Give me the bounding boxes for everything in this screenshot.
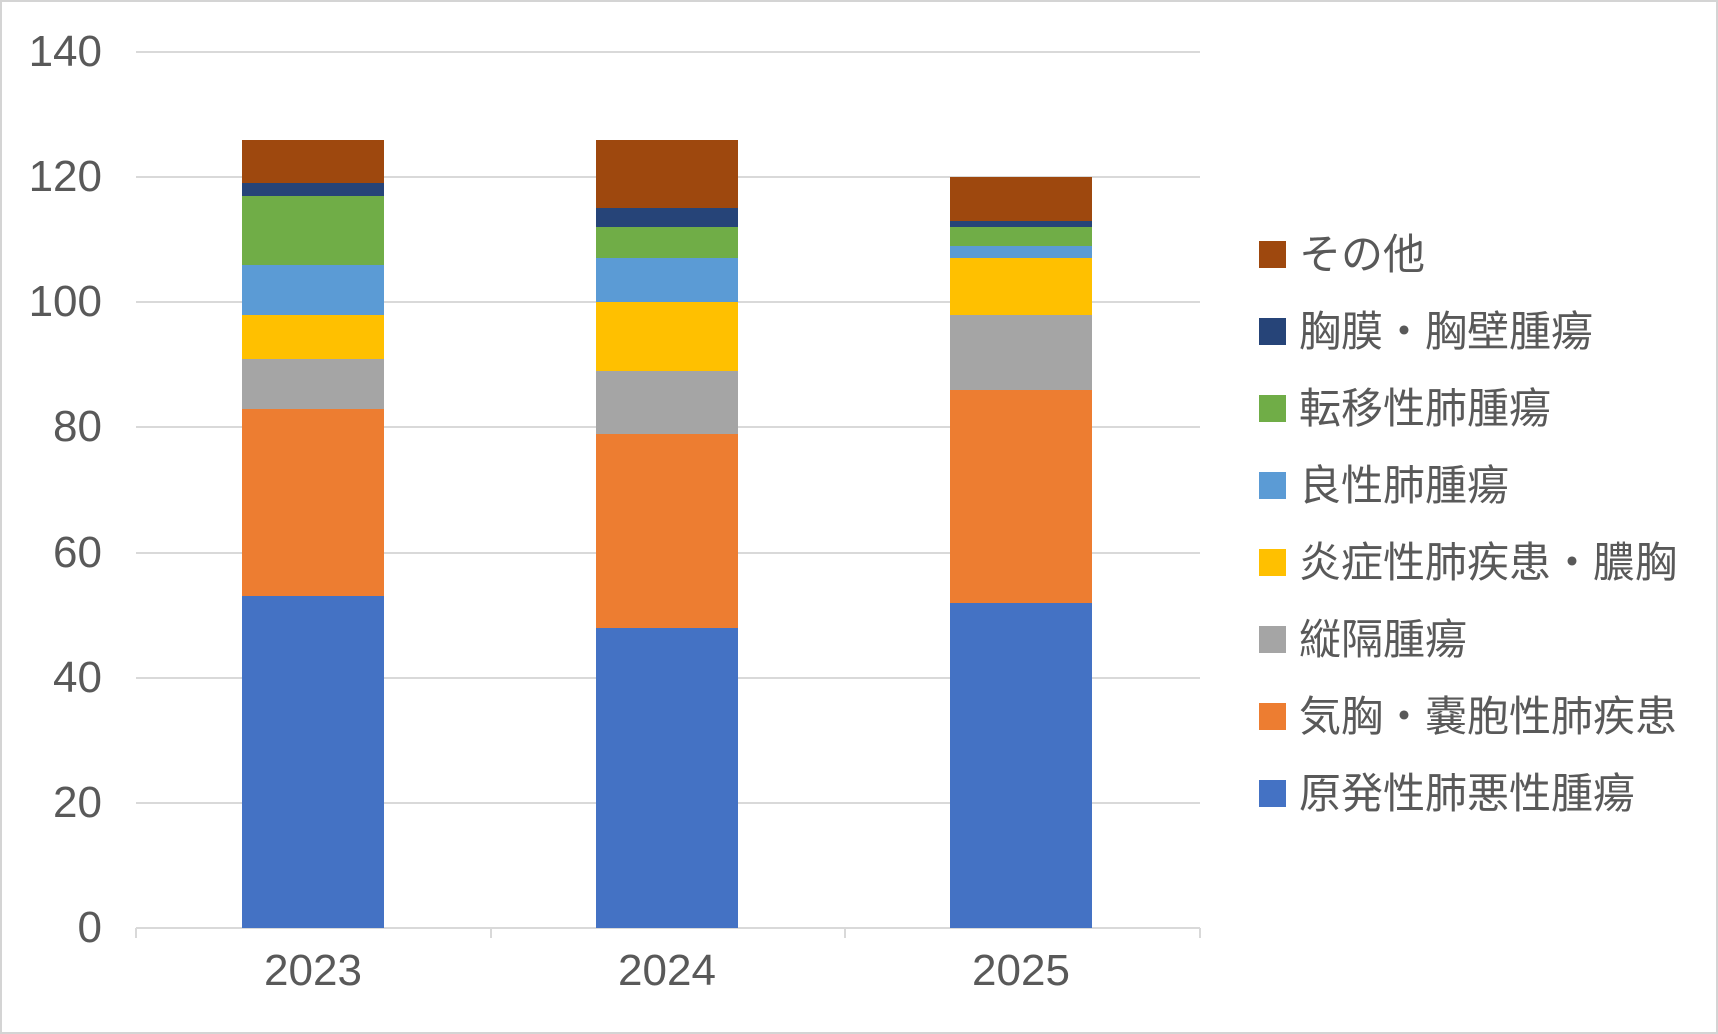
legend-swatch-縦隔腫瘍	[1259, 626, 1286, 653]
bar-segment-2025-原発性肺悪性腫瘍[interactable]	[950, 602, 1092, 928]
y-tick-label-100: 100	[28, 277, 102, 327]
legend-item-胸膜・胸壁腫瘍[interactable]: 胸膜・胸壁腫瘍	[1259, 293, 1677, 370]
bar-segment-2024-縦隔腫瘍[interactable]	[596, 371, 738, 434]
legend-swatch-炎症性肺疾患・膿胸	[1259, 549, 1286, 576]
bar-segment-2023-胸膜・胸壁腫瘍[interactable]	[242, 183, 384, 196]
bar-segment-2025-胸膜・胸壁腫瘍[interactable]	[950, 220, 1092, 228]
legend-label-胸膜・胸壁腫瘍: 胸膜・胸壁腫瘍	[1299, 307, 1594, 355]
bar-segment-2024-気胸・嚢胞性肺疾患[interactable]	[596, 433, 738, 628]
legend-swatch-気胸・嚢胞性肺疾患	[1259, 703, 1286, 730]
axis-tick-mark-3	[1199, 928, 1201, 938]
legend-label-気胸・嚢胞性肺疾患: 気胸・嚢胞性肺疾患	[1299, 692, 1678, 740]
y-tick-label-40: 40	[53, 652, 102, 702]
bar-segment-2023-良性肺腫瘍[interactable]	[242, 264, 384, 315]
legend-label-転移性肺腫瘍: 転移性肺腫瘍	[1299, 384, 1552, 432]
legend-label-縦隔腫瘍: 縦隔腫瘍	[1299, 615, 1468, 663]
y-tick-label-80: 80	[53, 402, 102, 452]
axis-tick-mark-0	[135, 928, 137, 938]
legend-item-その他[interactable]: その他	[1259, 216, 1677, 293]
bar-segment-2024-良性肺腫瘍[interactable]	[596, 258, 738, 303]
bar-segment-2024-転移性肺腫瘍[interactable]	[596, 227, 738, 259]
legend: その他胸膜・胸壁腫瘍 転移性肺腫瘍 良性肺腫瘍炎症性肺疾患・膿胸 縦隔腫瘍気胸・嚢胞性…	[1259, 216, 1677, 832]
y-tick-label-20: 20	[53, 777, 102, 827]
bar-segment-2025-その他[interactable]	[950, 177, 1092, 221]
y-tick-label-60: 60	[53, 527, 102, 577]
legend-swatch-原発性肺悪性腫瘍	[1259, 780, 1286, 807]
legend-item-良性肺腫瘍[interactable]: 良性肺腫瘍	[1259, 447, 1677, 524]
bar-segment-2025-転移性肺腫瘍[interactable]	[950, 227, 1092, 246]
legend-label-その他: その他	[1299, 230, 1426, 278]
bar-segment-2025-良性肺腫瘍[interactable]	[950, 245, 1092, 259]
bar-segment-2023-縦隔腫瘍[interactable]	[242, 358, 384, 409]
x-axis-line	[136, 927, 1200, 929]
legend-item-気胸・嚢胞性肺疾患[interactable]: 気胸・嚢胞性肺疾患	[1259, 678, 1677, 755]
bar-segment-2024-原発性肺悪性腫瘍[interactable]	[596, 627, 738, 928]
bar-segment-2023-炎症性肺疾患・膿胸[interactable]	[242, 314, 384, 359]
bar-segment-2024-炎症性肺疾患・膿胸[interactable]	[596, 302, 738, 372]
legend-label-原発性肺悪性腫瘍: 原発性肺悪性腫瘍	[1299, 769, 1636, 817]
x-label-2023: 2023	[264, 946, 362, 995]
y-tick-label-0: 0	[77, 903, 102, 952]
legend-item-炎症性肺疾患・膿胸[interactable]: 炎症性肺疾患・膿胸	[1259, 524, 1677, 601]
bar-segment-2025-縦隔腫瘍[interactable]	[950, 314, 1092, 390]
bar-segment-2023-転移性肺腫瘍[interactable]	[242, 195, 384, 265]
legend-swatch-良性肺腫瘍	[1259, 472, 1286, 499]
legend-label-炎症性肺疾患・膿胸: 炎症性肺疾患・膿胸	[1299, 538, 1678, 586]
legend-swatch-胸膜・胸壁腫瘍	[1259, 318, 1286, 345]
y-tick-label-120: 120	[28, 152, 102, 202]
bar-segment-2024-その他[interactable]	[596, 139, 738, 209]
y-tick-label-140: 140	[28, 27, 102, 76]
bar-segment-2023-気胸・嚢胞性肺疾患[interactable]	[242, 408, 384, 597]
x-label-2025: 2025	[972, 946, 1070, 995]
legend-swatch-その他	[1259, 241, 1286, 268]
bar-segment-2024-胸膜・胸壁腫瘍[interactable]	[596, 208, 738, 228]
bar-segment-2023-その他[interactable]	[242, 139, 384, 184]
legend-item-原発性肺悪性腫瘍[interactable]: 原発性肺悪性腫瘍	[1259, 755, 1677, 832]
legend-item-縦隔腫瘍[interactable]: 縦隔腫瘍	[1259, 601, 1677, 678]
x-label-2024: 2024	[618, 946, 716, 995]
legend-swatch-転移性肺腫瘍	[1259, 395, 1286, 422]
axis-tick-mark-2	[844, 928, 847, 938]
legend-item-転移性肺腫瘍[interactable]: 転移性肺腫瘍	[1259, 370, 1677, 447]
legend-label-良性肺腫瘍: 良性肺腫瘍	[1299, 461, 1510, 509]
gridline-140	[136, 51, 1200, 53]
bar-segment-2025-炎症性肺疾患・膿胸[interactable]	[950, 258, 1092, 315]
axis-tick-mark-1	[489, 928, 492, 938]
bar-segment-2023-原発性肺悪性腫瘍[interactable]	[242, 596, 384, 928]
bar-segment-2025-気胸・嚢胞性肺疾患[interactable]	[950, 389, 1092, 603]
